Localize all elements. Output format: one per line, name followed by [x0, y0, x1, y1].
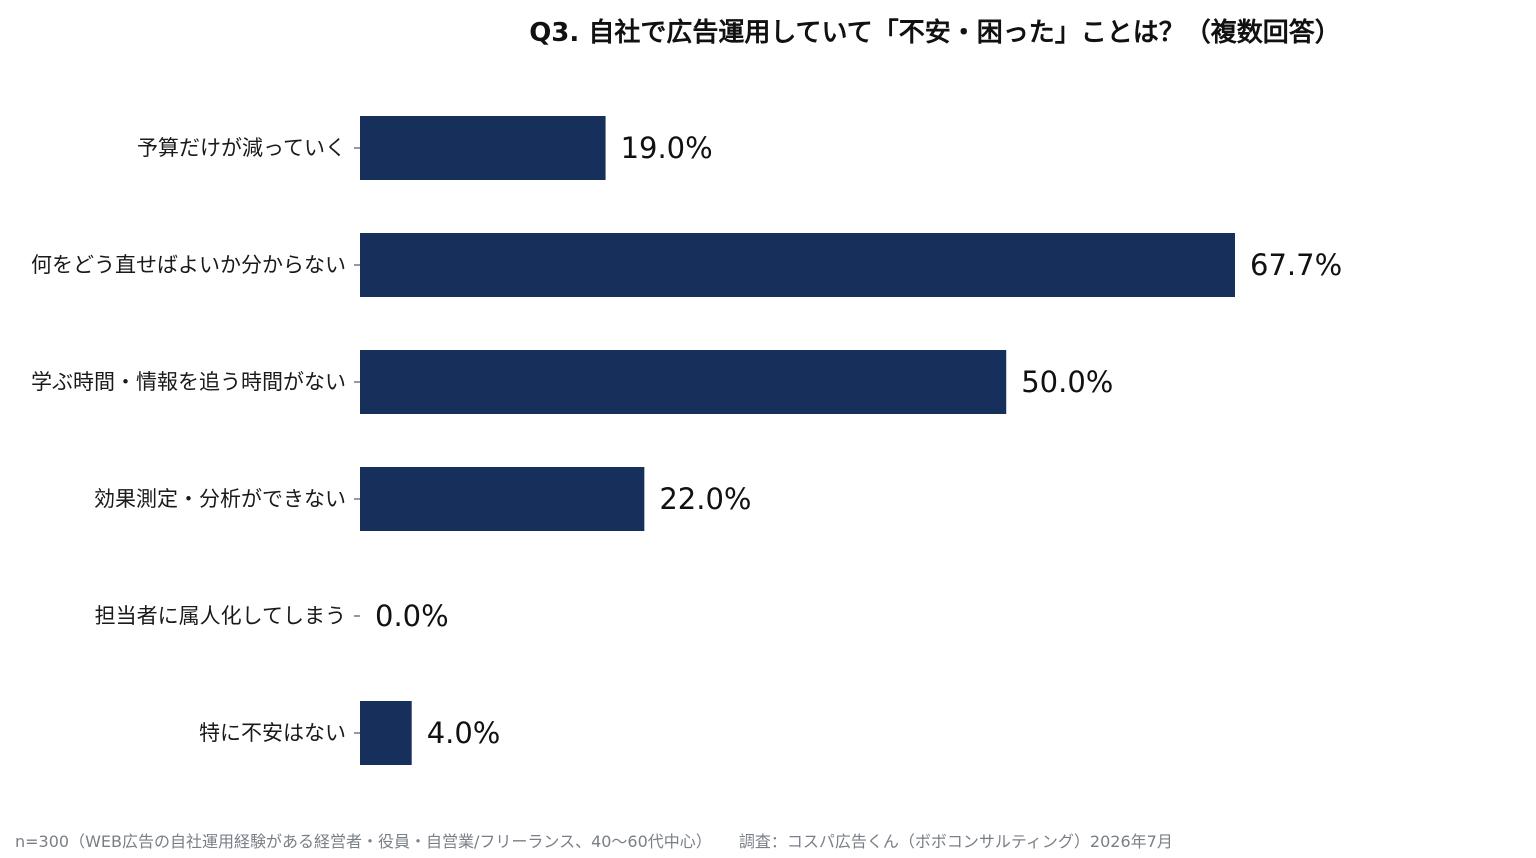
category-label: 特に不安はない — [199, 721, 346, 745]
sample-note: n=300（WEB広告の自社運用経験がある経営者・役員・自営業/フリーランス、4… — [15, 832, 712, 851]
value-label: 22.0% — [659, 482, 751, 516]
bar — [360, 116, 606, 180]
value-label: 4.0% — [427, 716, 501, 750]
category-label: 何をどう直せばよいか分からない — [31, 253, 346, 277]
source-note: 調査：コスパ広告くん（ボボコンサルティング）2026年7月 — [738, 832, 1173, 851]
bar — [360, 233, 1235, 297]
bar-chart: 予算だけが減っていく 19.0% 何をどう直せばよいか分からない 67.7% 学ぶ時間・… — [31, 116, 1342, 765]
bar — [360, 467, 645, 531]
value-label: 67.7% — [1250, 248, 1342, 282]
value-label: 0.0% — [375, 599, 449, 633]
value-label: 50.0% — [1021, 365, 1113, 399]
bar — [360, 701, 412, 765]
value-label: 19.0% — [621, 131, 713, 165]
category-label: 担当者に属人化してしまう — [95, 604, 346, 628]
category-label: 予算だけが減っていく — [137, 136, 346, 160]
footnote: n=300（WEB広告の自社運用経験がある経営者・役員・自営業/フリーランス、4… — [15, 828, 1173, 852]
category-label: 学ぶ時間・情報を追う時間がない — [31, 370, 346, 394]
bar — [360, 350, 1007, 414]
chart-title: Q3. 自社で広告運用していて「不安・困った」ことは？（複数回答） — [529, 18, 1341, 48]
category-label: 効果測定・分析ができない — [94, 487, 346, 511]
